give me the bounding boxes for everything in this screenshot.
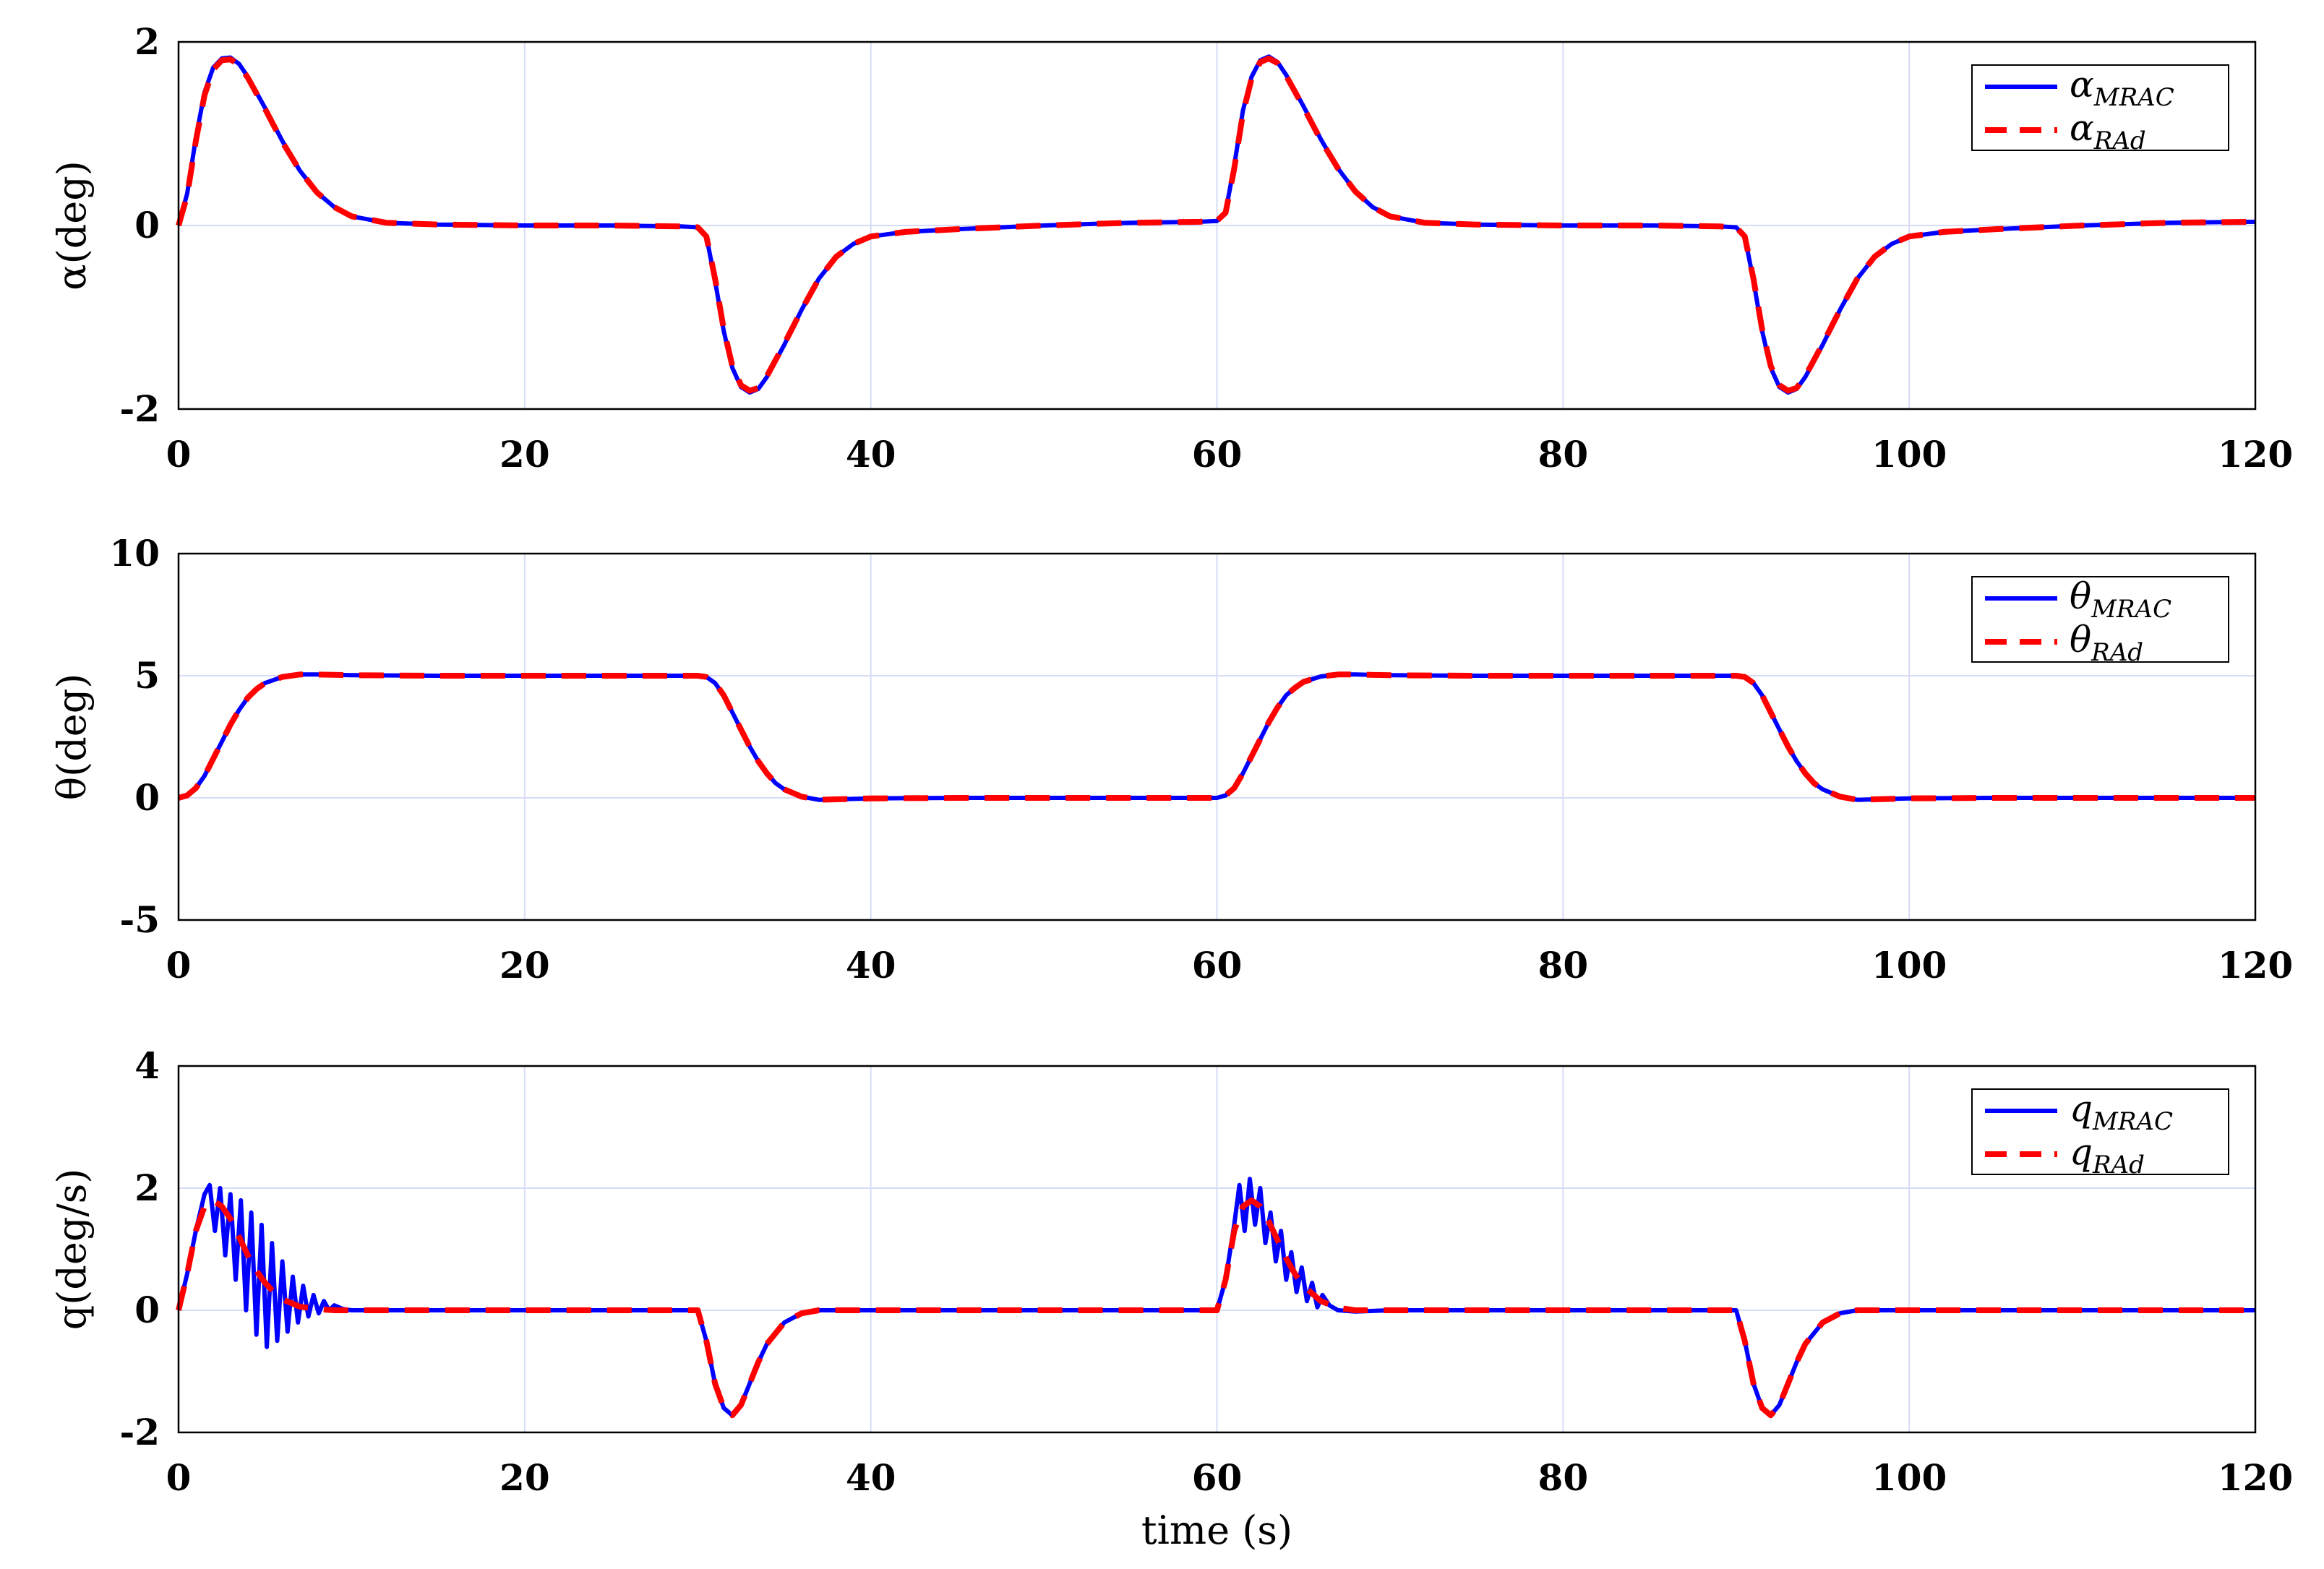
plot-frame (177, 1065, 2257, 1434)
plot-frame (177, 552, 2257, 921)
x-tick-label: 0 (166, 944, 192, 986)
y-tick-label: -5 (119, 898, 160, 941)
x-tick-label: 60 (1192, 1456, 1243, 1499)
y-axis-label: α(deg) (49, 160, 95, 291)
x-tick-label: 0 (166, 433, 192, 476)
legend-entry-mrac: αMRAC (2070, 64, 2174, 112)
y-tick-label: 4 (134, 1044, 160, 1087)
x-tick-label: 100 (1871, 944, 1947, 986)
y-tick-label: 2 (134, 1166, 160, 1209)
x-tick-label: 120 (2218, 433, 2293, 476)
x-tick-label: 20 (499, 944, 550, 986)
x-tick-label: 80 (1538, 1456, 1589, 1499)
y-tick-label: 0 (134, 204, 160, 246)
x-tick-label: 0 (166, 1456, 192, 1499)
y-tick-label: 10 (109, 532, 160, 575)
gridlines (179, 554, 2255, 920)
x-tick-label: 40 (846, 1456, 896, 1499)
x-tick-label: 40 (846, 433, 896, 476)
legend-entry-mrac: qMRAC (2070, 1088, 2173, 1136)
x-tick-label: 100 (1871, 433, 1947, 476)
y-tick-label: -2 (119, 387, 160, 430)
y-tick-label: -2 (119, 1411, 160, 1453)
series-line-rad (177, 671, 2255, 803)
legend-entry-rad: αRAd (2070, 107, 2146, 155)
y-tick-label: 2 (134, 20, 160, 63)
x-axis-label: time (s) (1141, 1508, 1292, 1553)
legend-box (1971, 576, 2229, 663)
x-tick-label: 120 (2218, 944, 2293, 986)
series-line-rad (176, 55, 2256, 394)
x-tick-label: 60 (1192, 944, 1243, 986)
legend-entry-rad: θRAd (2070, 619, 2143, 667)
x-tick-label: 20 (499, 1456, 550, 1499)
x-tick-label: 20 (499, 433, 550, 476)
gridlines (179, 1066, 2255, 1432)
x-tick-label: 60 (1192, 433, 1243, 476)
y-axis-label: θ(deg) (49, 674, 95, 801)
legend-entry-rad: qRAd (2070, 1131, 2145, 1179)
plot-frame (177, 40, 2257, 410)
y-tick-label: 5 (134, 654, 160, 697)
x-tick-label: 100 (1871, 1456, 1947, 1499)
x-tick-label: 120 (2218, 1456, 2293, 1499)
legend-entry-mrac: θMRAC (2070, 575, 2171, 624)
y-tick-label: 0 (134, 1289, 160, 1331)
legend-box (1971, 1088, 2229, 1175)
series-line-rad (176, 1197, 2255, 1419)
y-tick-label: 0 (134, 776, 160, 819)
x-tick-label: 40 (846, 944, 896, 986)
x-tick-label: 80 (1538, 944, 1589, 986)
legend-box (1971, 64, 2229, 151)
x-tick-label: 80 (1538, 433, 1589, 476)
y-axis-label: q(deg/s) (49, 1169, 95, 1331)
